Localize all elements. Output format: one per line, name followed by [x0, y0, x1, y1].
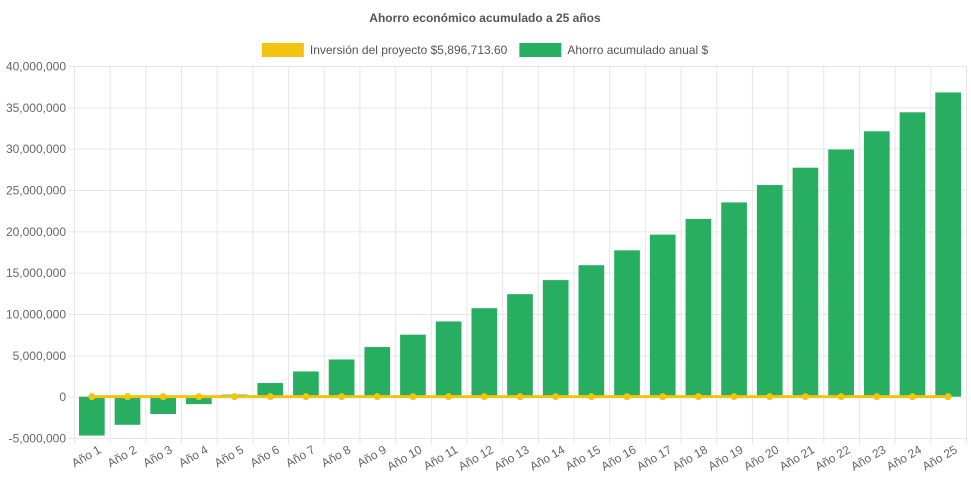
line-point	[88, 393, 96, 401]
bar	[114, 396, 141, 425]
line-point	[908, 393, 916, 401]
x-tick-label: Año 5	[212, 442, 246, 470]
x-tick-label: Año 22	[813, 442, 853, 473]
line-point	[730, 393, 738, 401]
x-tick-label: Año 4	[176, 442, 210, 470]
bar	[863, 131, 890, 397]
x-tick-label: Año 8	[319, 442, 353, 470]
y-tick-label: 30,000,000	[6, 142, 66, 156]
line-point	[159, 393, 167, 401]
x-tick-label: Año 15	[563, 442, 603, 473]
bar	[471, 308, 498, 397]
line-point	[944, 393, 952, 401]
y-tick-label: -5,000,000	[9, 432, 67, 446]
line-point	[445, 393, 453, 401]
line-point	[587, 393, 595, 401]
line-point	[373, 393, 381, 401]
x-tick-label: Año 1	[69, 442, 103, 470]
bar	[828, 149, 854, 397]
x-tick-label: Año 11	[421, 442, 460, 473]
bar	[400, 334, 426, 397]
legend-label: Inversión del proyecto $5,896,713.60	[310, 43, 508, 57]
x-tick-label: Año 25	[920, 442, 960, 473]
line-point	[195, 393, 203, 401]
bar	[186, 396, 212, 405]
grid	[68, 66, 967, 444]
bar	[649, 234, 676, 397]
bar	[78, 396, 105, 436]
x-tick-label: Año 16	[599, 442, 639, 473]
bar	[578, 265, 605, 397]
line-point	[302, 393, 310, 401]
x-tick-label: Año 17	[634, 442, 674, 473]
y-tick-label: 20,000,000	[6, 225, 66, 239]
x-axis: Año 1 Año 2 Año 3 Año 4 Año 5 Año 6 Año 7 Año 8…	[69, 442, 960, 473]
chart-title: Ahorro económico acumulado a 25 años	[369, 11, 601, 25]
legend-label: Ahorro acumulado anual $	[567, 43, 708, 57]
bar	[792, 167, 819, 397]
bar	[507, 294, 533, 397]
x-tick-label: Año 24	[884, 442, 924, 473]
x-tick-label: Año 6	[248, 442, 282, 470]
bar	[328, 359, 355, 397]
x-tick-label: Año 13	[492, 442, 532, 473]
line-point	[516, 393, 524, 401]
bar	[364, 347, 391, 397]
line-point	[124, 393, 132, 401]
line-point	[231, 393, 239, 401]
bar	[685, 218, 712, 397]
line-point	[266, 393, 274, 401]
bar	[721, 202, 747, 397]
x-tick-label: Año 7	[283, 442, 317, 470]
line-point	[552, 393, 560, 401]
bar	[293, 371, 319, 397]
bar	[756, 185, 783, 397]
line-point	[480, 393, 488, 401]
bar	[435, 321, 462, 397]
x-tick-label: Año 14	[527, 442, 567, 473]
line-point	[837, 393, 845, 401]
bar	[614, 250, 640, 397]
y-tick-label: 35,000,000	[6, 101, 66, 115]
bar	[935, 92, 962, 397]
line-series	[88, 393, 952, 401]
bar-series	[78, 92, 962, 436]
x-tick-label: Año 18	[670, 442, 710, 473]
y-tick-label: 0	[59, 390, 66, 404]
x-tick-label: Año 10	[385, 442, 425, 473]
x-tick-label: Año 21	[777, 442, 817, 473]
x-tick-label: Año 20	[741, 442, 781, 473]
legend: Inversión del proyecto $5,896,713.60 Ahor…	[261, 43, 708, 57]
legend-swatch	[519, 43, 562, 57]
line-point	[659, 393, 667, 401]
x-tick-label: Año 12	[456, 442, 496, 473]
x-tick-label: Año 19	[706, 442, 746, 473]
y-tick-label: 15,000,000	[6, 266, 66, 280]
legend-swatch	[261, 43, 304, 57]
bar	[542, 280, 569, 397]
x-tick-label: Año 23	[848, 442, 888, 473]
line-point	[409, 393, 417, 401]
line-point	[873, 393, 881, 401]
y-axis: -5,000,000 0 5,000,000 10,000,000 15,000,000…	[6, 60, 66, 446]
line-point	[623, 393, 631, 401]
y-tick-label: 5,000,000	[13, 349, 67, 363]
x-tick-label: Año 2	[105, 442, 139, 470]
bar	[899, 112, 926, 397]
x-tick-label: Año 3	[141, 442, 175, 470]
bar	[150, 396, 177, 415]
y-tick-label: 40,000,000	[6, 60, 66, 74]
y-tick-label: 25,000,000	[6, 184, 66, 198]
line-point	[338, 393, 346, 401]
x-tick-label: Año 9	[355, 442, 389, 470]
y-tick-label: 10,000,000	[6, 308, 66, 322]
line-point	[694, 393, 702, 401]
line-point	[801, 393, 809, 401]
bar	[257, 383, 284, 397]
line-point	[766, 393, 774, 401]
